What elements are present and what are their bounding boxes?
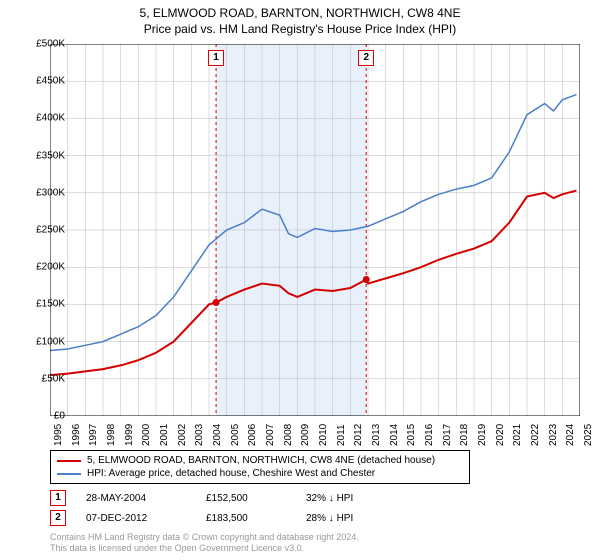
title-block: 5, ELMWOOD ROAD, BARNTON, NORTHWICH, CW8… — [0, 0, 600, 37]
legend-row-hpi: HPI: Average price, detached house, Ches… — [57, 467, 463, 480]
x-tick-label: 2022 — [530, 424, 541, 446]
x-tick-label: 2009 — [300, 424, 311, 446]
sale-marker-box: 2 — [358, 50, 374, 66]
sale-date-1: 28-MAY-2004 — [86, 493, 206, 504]
x-tick-label: 2024 — [565, 424, 576, 446]
y-tick-label: £500K — [36, 39, 65, 50]
x-tick-label: 2015 — [406, 424, 417, 446]
sale-price-2: £183,500 — [206, 513, 306, 524]
x-tick-label: 1995 — [53, 424, 64, 446]
sale-price-1: £152,500 — [206, 493, 306, 504]
legend: 5, ELMWOOD ROAD, BARNTON, NORTHWICH, CW8… — [50, 450, 470, 484]
x-tick-label: 2013 — [371, 424, 382, 446]
chart-area — [50, 44, 580, 416]
legend-swatch-hpi — [57, 473, 81, 475]
y-tick-label: £450K — [36, 76, 65, 87]
x-tick-label: 2014 — [389, 424, 400, 446]
x-tick-label: 2017 — [442, 424, 453, 446]
chart-subtitle: Price paid vs. HM Land Registry's House … — [0, 22, 600, 38]
sale-row-2: 2 07-DEC-2012 £183,500 28% ↓ HPI — [50, 510, 406, 526]
chart-svg — [50, 44, 580, 416]
x-tick-label: 2001 — [159, 424, 170, 446]
x-tick-label: 2020 — [495, 424, 506, 446]
y-tick-label: £250K — [36, 225, 65, 236]
x-tick-label: 2007 — [265, 424, 276, 446]
y-tick-label: £350K — [36, 150, 65, 161]
x-tick-label: 2010 — [318, 424, 329, 446]
y-tick-label: £100K — [36, 336, 65, 347]
x-tick-label: 2016 — [424, 424, 435, 446]
sale-marker-1: 1 — [50, 490, 66, 506]
x-tick-label: 2011 — [336, 424, 347, 446]
y-tick-label: £150K — [36, 299, 65, 310]
x-tick-label: 2004 — [212, 424, 223, 446]
x-tick-label: 2012 — [353, 424, 364, 446]
footnote-line-1: Contains HM Land Registry data © Crown c… — [50, 532, 359, 543]
x-tick-label: 2008 — [283, 424, 294, 446]
x-tick-label: 2003 — [194, 424, 205, 446]
x-tick-label: 1997 — [88, 424, 99, 446]
x-tick-label: 2021 — [512, 424, 523, 446]
x-tick-label: 2000 — [141, 424, 152, 446]
y-tick-label: £300K — [36, 187, 65, 198]
x-tick-label: 1996 — [71, 424, 82, 446]
sales-table: 1 28-MAY-2004 £152,500 32% ↓ HPI 2 07-DE… — [50, 490, 406, 530]
y-tick-label: £400K — [36, 113, 65, 124]
x-tick-label: 1998 — [106, 424, 117, 446]
x-tick-label: 2025 — [583, 424, 594, 446]
x-tick-label: 2006 — [247, 424, 258, 446]
sale-delta-1: 32% ↓ HPI — [306, 493, 406, 504]
y-tick-label: £50K — [42, 373, 65, 384]
legend-label-hpi: HPI: Average price, detached house, Ches… — [87, 468, 375, 479]
x-tick-label: 1999 — [124, 424, 135, 446]
y-tick-label: £0 — [54, 411, 65, 422]
chart-title: 5, ELMWOOD ROAD, BARNTON, NORTHWICH, CW8… — [0, 6, 600, 22]
footnote: Contains HM Land Registry data © Crown c… — [50, 532, 359, 554]
x-tick-label: 2023 — [548, 424, 559, 446]
sale-delta-2: 28% ↓ HPI — [306, 513, 406, 524]
x-tick-label: 2005 — [230, 424, 241, 446]
x-tick-label: 2018 — [459, 424, 470, 446]
sale-marker-box: 1 — [208, 50, 224, 66]
sale-date-2: 07-DEC-2012 — [86, 513, 206, 524]
legend-swatch-property — [57, 460, 81, 462]
legend-label-property: 5, ELMWOOD ROAD, BARNTON, NORTHWICH, CW8… — [87, 455, 435, 466]
x-tick-label: 2019 — [477, 424, 488, 446]
chart-container: 5, ELMWOOD ROAD, BARNTON, NORTHWICH, CW8… — [0, 0, 600, 560]
x-tick-label: 2002 — [177, 424, 188, 446]
legend-row-property: 5, ELMWOOD ROAD, BARNTON, NORTHWICH, CW8… — [57, 454, 463, 467]
footnote-line-2: This data is licensed under the Open Gov… — [50, 543, 359, 554]
sale-row-1: 1 28-MAY-2004 £152,500 32% ↓ HPI — [50, 490, 406, 506]
y-tick-label: £200K — [36, 262, 65, 273]
sale-marker-2: 2 — [50, 510, 66, 526]
